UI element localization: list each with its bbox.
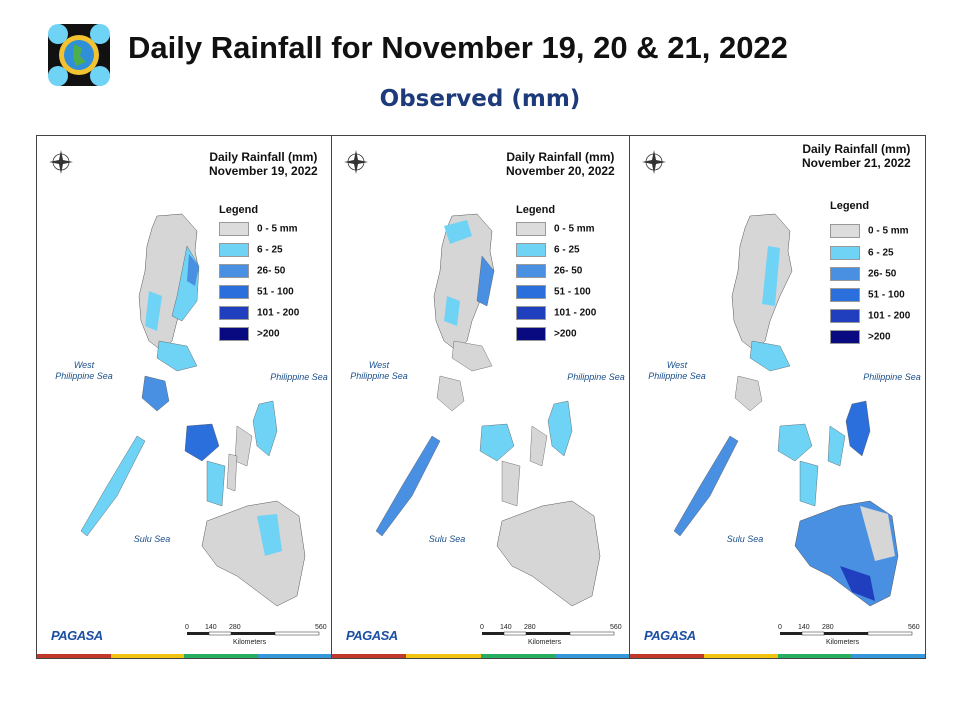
compass-icon [642,150,666,174]
legend-item: 101 - 200 [219,306,299,320]
legend-item: >200 [219,327,280,341]
philippine-sea-label: Philippine Sea [270,372,328,382]
legend-item: 26- 50 [516,264,582,278]
map-panel-nov-19: Daily Rainfall (mm) November 19, 2022 Leg… [36,135,332,659]
sulu-sea-label: Sulu Sea [428,534,466,544]
scale-tick: 0 [778,624,782,631]
scale-unit: Kilometers [528,639,562,646]
scale-tick: 140 [500,624,512,631]
page-title: Daily Rainfall for November 19, 20 & 21,… [128,30,788,65]
scale-tick: 0 [185,624,189,631]
scale-unit: Kilometers [233,639,267,646]
philippines-map [344,150,615,636]
legend-item: 6 - 25 [219,243,283,257]
pagasa-brand: PAGASA [51,628,103,643]
legend-item: 51 - 100 [219,285,294,299]
sulu-sea-label: Sulu Sea [726,534,764,544]
legend-item: 0 - 5 mm [516,222,595,236]
page-subtitle: Observed (mm) [379,86,581,112]
west-sea-label: West Philippine Sea [648,360,706,381]
legend-item: 0 - 5 mm [219,222,298,236]
panel-title: Daily Rainfall (mm) November 19, 2022 [209,150,318,178]
pagasa-logo [48,24,110,86]
legend-item: 26- 50 [830,267,896,281]
compass-icon [344,150,368,174]
philippine-sea-label: Philippine Sea [863,372,921,382]
scale-tick: 280 [524,624,536,631]
west-sea-label: West Philippine Sea [350,360,408,381]
scale-tick: 140 [798,624,810,631]
legend-item: >200 [516,327,577,341]
scale-tick: 0 [480,624,484,631]
scale-unit: Kilometers [826,639,860,646]
scale-tick: 560 [315,624,327,631]
legend-item: 6 - 25 [516,243,580,257]
legend-item: 101 - 200 [516,306,596,320]
scale-bar [187,631,320,636]
map-panel-nov-20: Daily Rainfall (mm) November 20, 2022 Leg… [331,135,630,659]
legend-item: 6 - 25 [830,246,894,260]
philippines-map [49,150,320,636]
legend-item: >200 [830,330,891,344]
scale-tick: 560 [610,624,622,631]
scale-tick: 140 [205,624,217,631]
philippine-sea-label: Philippine Sea [567,372,625,382]
panel-title: Daily Rainfall (mm) November 21, 2022 [802,142,911,170]
legend-item: 26- 50 [219,264,285,278]
scale-tick: 280 [229,624,241,631]
scale-bar [780,631,913,636]
pagasa-brand: PAGASA [644,628,696,643]
legend-title: Legend [516,204,556,216]
legend-item: 0 - 5 mm [830,224,909,238]
legend-title: Legend [219,204,259,216]
scale-bar [482,631,615,636]
legend-title: Legend [830,200,870,212]
pagasa-brand: PAGASA [346,628,398,643]
legend-item: 51 - 100 [830,288,905,302]
sulu-sea-label: Sulu Sea [133,534,171,544]
scale-tick: 560 [908,624,920,631]
panel-title: Daily Rainfall (mm) November 20, 2022 [506,150,615,178]
legend-item: 51 - 100 [516,285,591,299]
legend-item: 101 - 200 [830,309,910,323]
scale-tick: 280 [822,624,834,631]
philippines-map [642,150,913,636]
west-sea-label: West Philippine Sea [55,360,113,381]
map-panel-nov-21: Daily Rainfall (mm) November 21, 2022 Leg… [629,135,926,659]
compass-icon [49,150,73,174]
